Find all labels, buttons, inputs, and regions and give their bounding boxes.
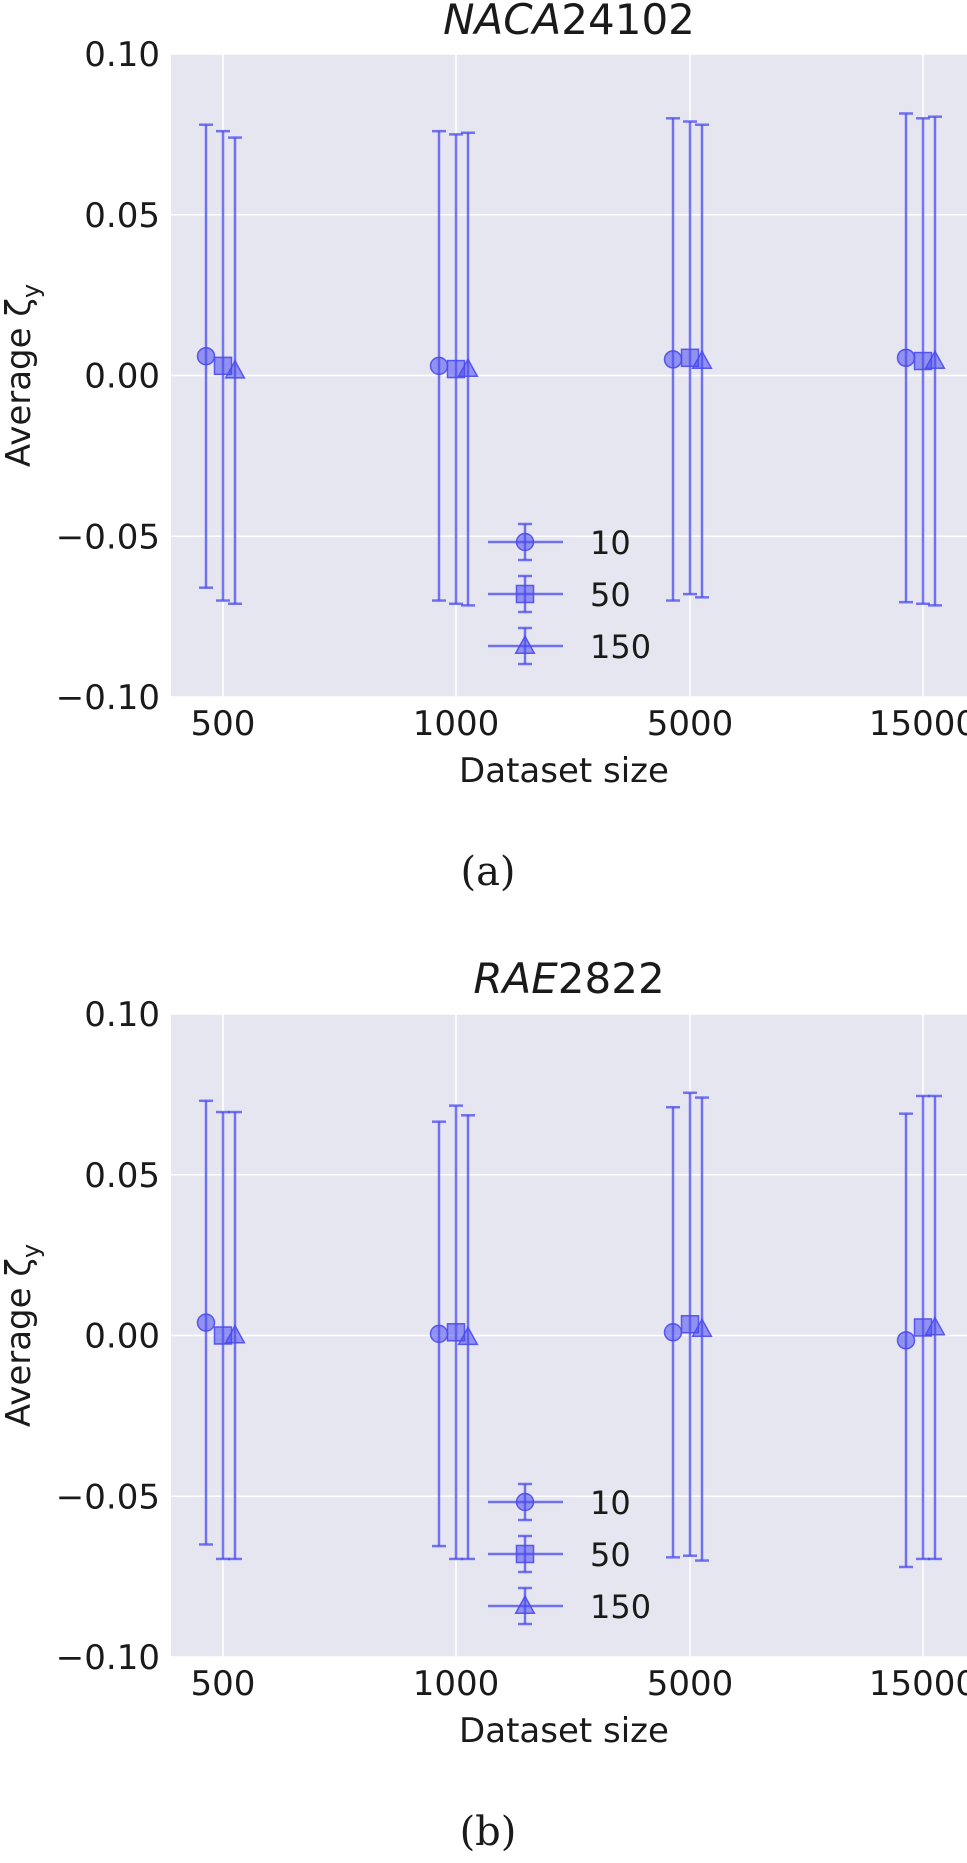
- y-axis-label: Average ζy: [0, 1244, 45, 1427]
- x-tick-label: 1000: [413, 1664, 500, 1704]
- legend-label: 50: [590, 1536, 631, 1574]
- y-tick-label: 0.00: [84, 1317, 160, 1357]
- legend-label: 50: [590, 576, 631, 614]
- data-point-triangle: [691, 349, 713, 370]
- series-50: [213, 1091, 933, 1561]
- x-axis-label: Dataset size: [459, 1711, 669, 1751]
- data-point-circle: [896, 1331, 916, 1350]
- chart-title: NACA24102: [443, 0, 695, 44]
- chart-title: RAE2822: [473, 954, 664, 1003]
- series-10: [196, 112, 916, 604]
- series-50: [213, 117, 933, 606]
- data-point-circle: [663, 350, 683, 369]
- legend-marker-circle: [515, 1492, 535, 1512]
- y-tick-label: 0.00: [84, 357, 160, 397]
- y-axis-label-subscript: y: [17, 1244, 45, 1258]
- data-point-triangle: [924, 349, 946, 370]
- y-axis-label-text: Average ζ: [0, 298, 39, 467]
- chart-title-italic: RAE: [473, 954, 558, 1003]
- data-point-circle: [429, 1324, 449, 1344]
- y-tick-label: −0.10: [56, 678, 160, 718]
- legend-marker-square: [515, 1544, 535, 1564]
- y-axis-label-text: Average ζ: [0, 1258, 39, 1427]
- data-point-triangle: [457, 1325, 479, 1346]
- series-10: [196, 1099, 916, 1569]
- x-tick-label: 1000: [413, 704, 500, 744]
- data-point-circle: [429, 356, 449, 376]
- y-tick-label: 0.10: [84, 35, 160, 75]
- panel-caption: (b): [460, 1809, 517, 1855]
- data-point-triangle: [924, 1316, 946, 1336]
- series-150: [224, 115, 946, 607]
- x-tick-label: 500: [191, 704, 256, 744]
- legend-label: 150: [590, 1588, 651, 1626]
- legend-marker-triangle: [514, 634, 536, 654]
- legend-marker-square: [515, 584, 535, 604]
- legend-marker-circle: [515, 532, 535, 552]
- chart-title-rest: 2822: [558, 954, 665, 1003]
- y-axis-label-subscript: y: [17, 284, 45, 298]
- data-point-circle: [196, 1313, 216, 1332]
- x-tick-label: 5000: [647, 704, 734, 744]
- panel-caption: (a): [460, 849, 515, 895]
- y-axis-label: Average ζy: [0, 284, 45, 467]
- x-tick-label: 15000: [869, 1664, 967, 1704]
- data-point-triangle: [457, 357, 479, 378]
- legend-marker-triangle: [514, 1594, 536, 1614]
- data-point-circle: [196, 346, 216, 366]
- legend-label: 10: [590, 524, 631, 562]
- chart-panel-a: 0.10 0.05 0.00 −0.05 −0.10 500 1000 5000 15000 Da…: [0, 0, 967, 895]
- y-tick-label: 0.05: [84, 196, 160, 236]
- x-tick-label: 15000: [869, 704, 967, 744]
- y-tick-label: −0.05: [56, 517, 160, 557]
- chart-title-rest: 24102: [561, 0, 695, 44]
- x-tick-label: 5000: [647, 1664, 734, 1704]
- data-point-triangle: [224, 1324, 246, 1344]
- chart-title-italic: NACA: [443, 0, 561, 44]
- y-tick-label: −0.10: [56, 1638, 160, 1678]
- x-tick-label: 500: [191, 1664, 256, 1704]
- chart-panel-b: 0.10 0.05 0.00 −0.05 −0.10 500 1000 5000 15000 Da…: [0, 954, 967, 1855]
- legend: 10 50 150: [488, 1482, 651, 1626]
- legend-label: 10: [590, 1484, 631, 1522]
- x-axis-label: Dataset size: [459, 751, 669, 791]
- data-point-triangle: [691, 1317, 713, 1338]
- data-point-triangle: [224, 359, 246, 379]
- legend-label: 150: [590, 628, 651, 666]
- data-point-circle: [663, 1323, 683, 1342]
- series-150: [224, 1094, 946, 1562]
- y-tick-label: 0.10: [84, 995, 160, 1035]
- legend: 10 50 150: [488, 522, 651, 666]
- y-tick-label: 0.05: [84, 1156, 160, 1196]
- y-tick-label: −0.05: [56, 1477, 160, 1517]
- data-point-circle: [896, 348, 916, 368]
